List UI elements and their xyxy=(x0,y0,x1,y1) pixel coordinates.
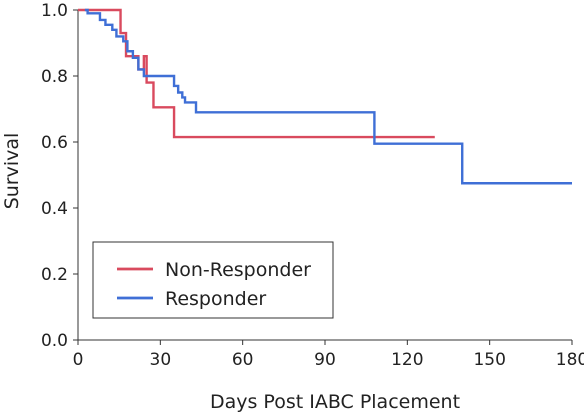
x-tick-label: 30 xyxy=(150,350,172,370)
y-tick-label: 0.4 xyxy=(41,199,68,219)
x-tick-label: 90 xyxy=(314,350,336,370)
y-tick-label: 0.2 xyxy=(41,265,68,285)
x-tick-label: 60 xyxy=(232,350,254,370)
x-tick-label: 180 xyxy=(556,350,584,370)
x-tick-label: 0 xyxy=(73,350,84,370)
y-tick-label: 1.0 xyxy=(41,1,68,21)
y-axis-title: Survival xyxy=(1,133,23,210)
y-tick-label: 0.8 xyxy=(41,67,68,87)
legend-box xyxy=(92,241,334,319)
y-tick-label: 0.0 xyxy=(41,331,68,351)
y-tick-label: 0.6 xyxy=(41,133,68,153)
legend-label-non-responder: Non-Responder xyxy=(165,259,311,281)
x-tick-label: 150 xyxy=(473,350,505,370)
x-tick-label: 120 xyxy=(391,350,423,370)
series-line-non-responder xyxy=(78,8,435,139)
x-axis-title: Days Post IABC Placement xyxy=(210,391,460,413)
series-layer xyxy=(78,8,572,185)
legend: Non-Responder Responder xyxy=(92,241,334,319)
legend-label-responder: Responder xyxy=(165,288,266,310)
series-line-responder xyxy=(84,8,572,185)
axes: 0.0 0.2 0.4 0.6 0.8 1.0 0 30 60 90 120 150 180 xyxy=(41,1,584,370)
